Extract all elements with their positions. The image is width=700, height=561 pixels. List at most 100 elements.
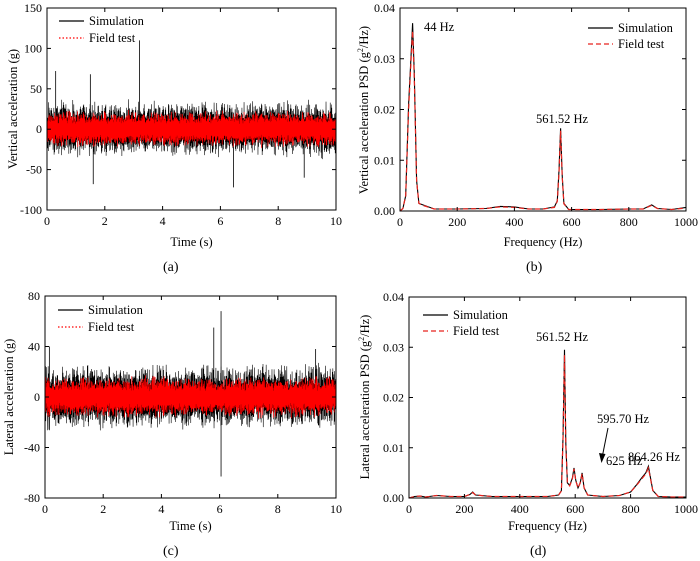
panel-d-annotation-arrow [601,427,609,459]
panel-c-legend: Simulation Field test [58,303,144,334]
panel-d-x-tick-label: 1000 [674,502,698,516]
panel-a-x-tick-label: 6 [217,214,223,228]
panel-d-x-tick-label: 200 [455,502,473,516]
panel-b-series-field-test [399,30,687,212]
panel-a-legend-simulation-label: Simulation [89,14,145,28]
panel-b-x-tick-label: 1000 [674,215,698,229]
panel-b-annotation-561hz: 561.52 Hz [536,112,589,126]
panel-d-annotation-arrowhead [599,453,606,463]
panel-a-legend: Simulation Field test [59,14,145,45]
panel-d-x-tick-label: 400 [511,502,529,516]
panel-a-x-ticks: 0 2 4 6 8 10 [44,8,342,228]
panel-a-y-tick-label: 150 [24,1,42,15]
panel-b-y-tick-label: 0.04 [374,1,395,15]
panel-b-legend-field-test-label: Field test [618,37,665,51]
panel-b-x-tick-label: 0 [397,215,403,229]
panel-b-y-tick-label: 0.03 [374,52,395,66]
panel-b-y-label-unit: g [357,51,371,58]
panel-b-y-tick-label: 0.02 [374,103,395,117]
panel-d-y-label-prefix: Lateral acceleration PSD ( [358,347,372,479]
panel-d-annotation-595hz: 595.70 Hz [597,412,650,426]
panel-b-legend: Simulation Field test [588,21,674,51]
panel-c-x-tick-label: 0 [42,502,48,516]
panel-c-x-tick-label: 8 [275,502,281,516]
panel-b-x-tick-label: 200 [448,215,466,229]
panel-c-field-test-line [44,375,337,419]
panel-a-y-tick-label: -50 [26,163,42,177]
panel-d-y-tick-label: 0.00 [383,491,404,505]
panel-b-x-tick-label: 800 [620,215,638,229]
panel-d-annotation-561hz: 561.52 Hz [536,330,589,344]
panel-a-y-tick-label: -100 [20,203,42,217]
panel-d-x-tick-label: 0 [406,502,412,516]
panel-a-caption: (a) [163,260,179,275]
panel-c-caption: (c) [163,544,179,559]
panel-d-series-field-test [408,354,686,499]
panel-c-legend-field-test-label: Field test [88,320,135,334]
panel-c-y-tick-label: 80 [28,289,40,303]
panel-c-y-tick-label: -40 [24,441,40,455]
panel-c-x-tick-label: 10 [330,502,342,516]
panel-a-x-tick-label: 2 [102,214,108,228]
panel-c-y-tick-label: 40 [28,340,40,354]
panel-c-legend-simulation-label: Simulation [88,303,144,317]
panel-b-x-label: Frequency (Hz) [504,235,583,249]
panel-d-y-tick-label: 0.04 [383,290,404,304]
panel-b: 0 200 400 600 800 1000 0.00 0.01 0.02 0.03 0.04 F… [356,1,698,275]
panel-a-field-test-line [46,109,337,149]
panel-a-x-label: Time (s) [170,235,212,249]
panel-c-y-ticks: -80 -40 0 40 80 [24,289,336,505]
panel-d-y-tick-label: 0.02 [383,391,404,405]
panel-a: 0 2 4 6 8 10 -100 -50 0 50 100 150 Time (s) Vertic… [6,1,342,275]
panel-b-y-label-suffix: /Hz) [357,26,371,48]
panel-d-caption: (d) [530,544,547,559]
panel-a-x-tick-label: 10 [330,214,342,228]
panel-b-x-tick-label: 600 [563,215,581,229]
panel-a-legend-field-test-label: Field test [89,31,136,45]
panel-c-y-tick-label: -80 [24,491,40,505]
panel-a-series-simulation [46,40,337,188]
panel-d-annotation-625hz: 625 Hz [606,454,643,468]
panel-a-series-field-test [46,109,337,149]
panel-b-field-test-line [399,30,687,212]
panel-c-y-tick-label: 0 [34,390,40,404]
panel-b-y-ticks: 0.00 0.01 0.02 0.03 0.04 [374,1,686,218]
panel-d-legend: Simulation Field test [423,308,509,338]
panel-a-y-tick-label: 50 [30,82,42,96]
panel-d-x-tick-label: 800 [622,502,640,516]
panel-c-y-label: Lateral acceleration (g) [2,339,16,456]
panel-b-caption: (b) [526,260,543,275]
panel-d-frame [408,296,687,499]
panel-d-x-tick-label: 600 [566,502,584,516]
panel-a-y-ticks: -100 -50 0 50 100 150 [20,1,336,217]
panel-d-y-label-suffix: /Hz) [358,315,372,337]
panel-a-y-label: Vertical acceleration (g) [6,49,20,169]
panel-d-y-label: Lateral acceleration PSD (g2/Hz) [357,315,372,480]
panel-b-y-label: Vertical acceleration PSD (g2/Hz) [356,26,371,194]
panel-c-x-label: Time (s) [169,519,211,533]
panel-b-x-tick-label: 400 [505,215,523,229]
panel-b-x-ticks: 0 200 400 600 800 1000 [397,8,698,229]
panel-b-y-tick-label: 0.00 [374,204,395,218]
panel-c-x-ticks: 0 2 4 6 8 10 [42,296,342,516]
panel-a-x-tick-label: 0 [44,214,50,228]
panel-a-x-tick-label: 8 [275,214,281,228]
panel-d-field-test-line [408,354,686,499]
panel-d-legend-field-test-label: Field test [453,324,500,338]
panel-d-y-tick-label: 0.01 [383,441,404,455]
panel-b-legend-simulation-label: Simulation [618,21,674,35]
panel-a-x-tick-label: 4 [160,214,166,228]
panel-b-y-tick-label: 0.01 [374,153,395,167]
panel-c: 0 2 4 6 8 10 -80 -40 0 40 80 Time (s) Lateral acc… [2,289,342,559]
panel-b-annotation-44hz: 44 Hz [424,20,455,34]
panel-d-y-tick-label: 0.03 [383,340,404,354]
panel-c-x-tick-label: 6 [217,502,223,516]
panel-d-y-label-exponent: 2 [357,337,366,341]
panel-c-series-field-test [44,375,337,419]
panel-d-annotation-864hz: 864.26 Hz [628,450,681,464]
panel-a-y-tick-label: 100 [24,41,42,55]
panel-d-x-ticks: 0 200 400 600 800 1000 [406,297,698,516]
panel-d-y-label-unit: g [358,340,372,347]
panel-a-y-tick-label: 0 [36,122,42,136]
panel-a-frame [46,7,337,211]
